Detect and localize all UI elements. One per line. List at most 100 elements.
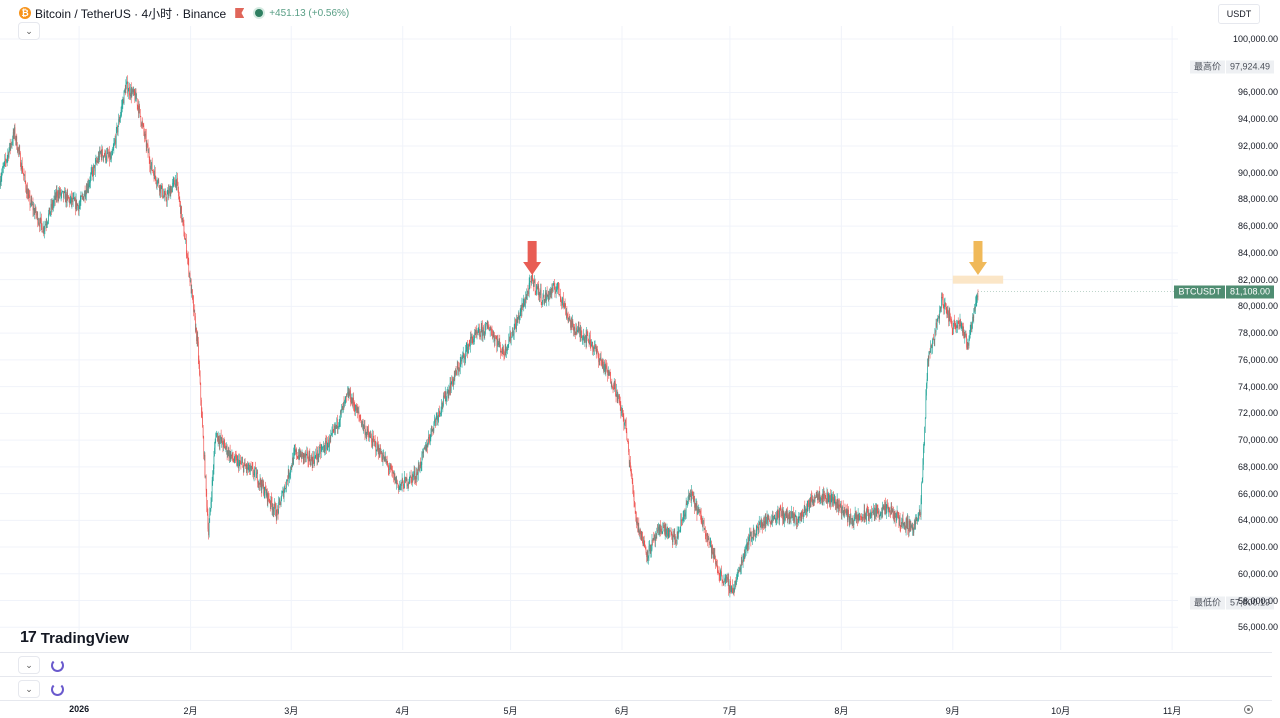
candle-body <box>100 151 102 158</box>
candle-body <box>607 371 608 375</box>
candle-body <box>321 448 323 450</box>
collapse-pane-2-button[interactable]: ⌄ <box>18 680 40 698</box>
candle-body <box>819 491 821 501</box>
symbol-header: ₿ Bitcoin / TetherUS · 4小时 · Binance +45… <box>0 0 1180 26</box>
flag-icon[interactable] <box>235 8 244 18</box>
candle-body <box>694 503 696 508</box>
candle-body <box>733 588 734 594</box>
arrow-down-annotation[interactable] <box>968 240 987 275</box>
candle-body <box>533 281 534 287</box>
candle-body <box>24 175 25 176</box>
candle-body <box>141 122 143 127</box>
candle-body <box>319 447 321 448</box>
candle-body <box>543 294 545 304</box>
candle-body <box>734 583 735 591</box>
candle-body <box>772 515 773 523</box>
candle-body <box>601 360 602 362</box>
candle-body <box>335 425 336 430</box>
candle-body <box>239 460 241 464</box>
candle-body <box>914 520 916 525</box>
high-price-tag: 最高价 97,924.49 <box>1189 60 1274 74</box>
candle-body <box>967 342 969 349</box>
candle-body <box>960 319 961 326</box>
candle-body <box>430 432 432 439</box>
candle-body <box>714 554 715 558</box>
candle-body <box>379 447 381 457</box>
candle-body <box>343 402 345 404</box>
candle-body <box>702 520 704 526</box>
candle-body <box>116 126 118 130</box>
candle-body <box>438 409 440 413</box>
candle-body <box>672 537 673 543</box>
candle-body <box>793 513 795 521</box>
candle-body <box>854 513 856 518</box>
candle-body <box>295 449 297 452</box>
candle-body <box>812 498 814 502</box>
candle-body <box>74 198 76 201</box>
candle-body <box>109 155 111 161</box>
candle-body <box>171 189 172 193</box>
candle-body <box>792 513 794 515</box>
candle-body <box>561 302 563 303</box>
candle-body <box>320 447 321 454</box>
candle-body <box>147 144 149 153</box>
currency-selector[interactable]: USDT <box>1218 4 1260 24</box>
candle-body <box>461 360 462 362</box>
candle-body <box>634 506 636 514</box>
collapse-pane-1-button[interactable]: ⌄ <box>18 656 40 674</box>
candle-body <box>926 379 928 384</box>
candle-body <box>169 188 170 190</box>
candle-body <box>75 198 76 209</box>
candle-body <box>722 581 724 583</box>
candle-body <box>379 454 380 457</box>
price-axis[interactable]: 最高价 97,924.49 BTCUSDT 81,108.00 最低价 57,8… <box>1174 26 1280 666</box>
candle-body <box>419 462 421 471</box>
candle-body <box>377 446 379 450</box>
candle-body <box>918 510 920 515</box>
candle-body <box>559 294 561 298</box>
candle-body <box>41 223 43 232</box>
candle-body <box>594 346 595 349</box>
candle-body <box>616 390 618 401</box>
candle-body <box>278 501 279 514</box>
current-price-label: BTCUSDT <box>1174 285 1226 299</box>
candle-body <box>153 171 154 174</box>
symbol-title[interactable]: Bitcoin / TetherUS · 4小时 · Binance <box>35 6 227 21</box>
candle-body <box>34 211 36 215</box>
candle-body <box>423 448 425 450</box>
candle-body <box>10 144 12 149</box>
time-axis[interactable]: 2026 2月 3月 4月 5月 6月 7月 8月 9月 10月 11月 <box>0 701 1280 718</box>
current-price-value: 81,108.00 <box>1225 285 1274 299</box>
candle-body <box>338 425 339 427</box>
candle-body <box>202 416 203 428</box>
candle-body <box>791 511 792 518</box>
candle-body <box>184 236 185 240</box>
candle-body <box>877 506 878 509</box>
candle-body <box>238 462 240 469</box>
candle-body <box>358 411 359 413</box>
time-tick-label: 2月 <box>183 706 198 716</box>
candle-body <box>289 475 290 478</box>
candle-body <box>917 518 919 520</box>
candle-body <box>210 502 212 509</box>
candle-body <box>717 571 719 573</box>
candle-body <box>183 223 185 237</box>
refresh-icon[interactable] <box>51 659 64 672</box>
candle-body <box>905 518 907 531</box>
settings-icon[interactable] <box>1244 705 1253 714</box>
collapse-legend-button[interactable]: ⌄ <box>18 22 40 40</box>
tradingview-logo[interactable]: 17 TradingView <box>20 629 129 647</box>
candle-body <box>272 508 274 512</box>
arrow-down-annotation[interactable] <box>523 240 542 275</box>
candle-body <box>305 453 306 458</box>
refresh-icon[interactable] <box>51 683 64 696</box>
candle-body <box>86 189 88 193</box>
candle-body <box>546 292 548 296</box>
candle-body <box>164 193 166 197</box>
candle-body <box>826 492 828 503</box>
candle-body <box>293 452 294 465</box>
candle-body <box>15 136 17 141</box>
candle-body <box>443 395 445 397</box>
candle-body <box>456 371 457 375</box>
